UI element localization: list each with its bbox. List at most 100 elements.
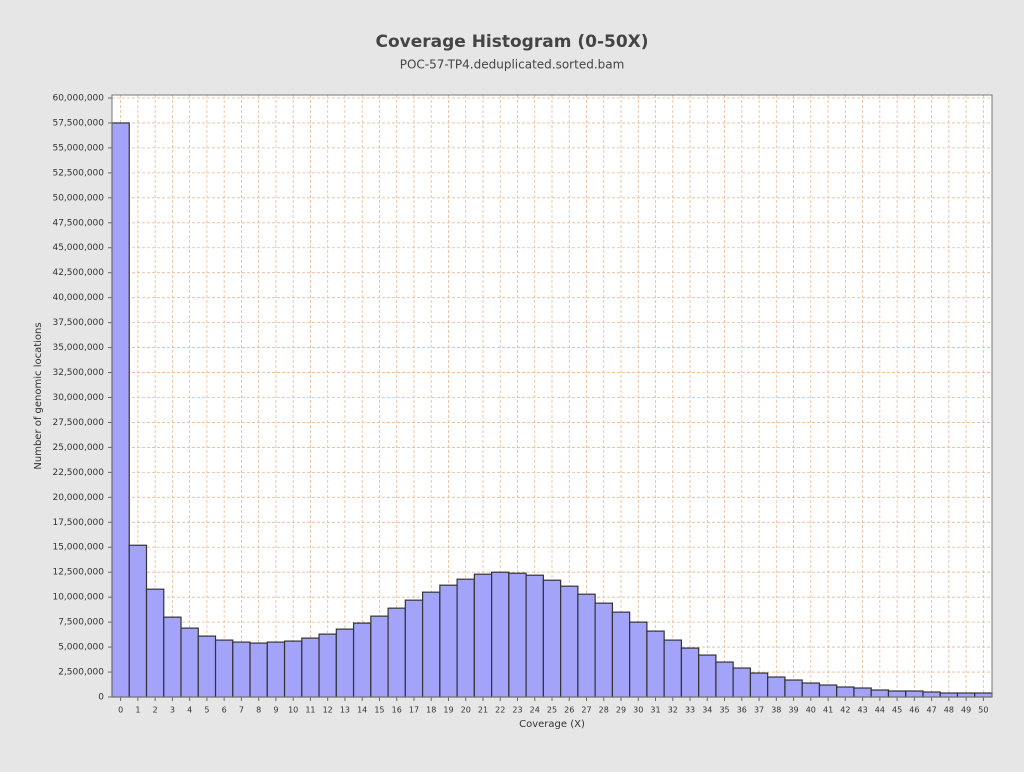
y-tick-label: 17,500,000	[52, 518, 104, 528]
x-tick-label: 41	[823, 706, 833, 715]
bar	[680, 647, 700, 698]
bar	[404, 599, 424, 698]
x-tick-label: 29	[616, 706, 626, 715]
y-tick-label: 52,500,000	[52, 168, 104, 178]
x-tick-label: 7	[239, 706, 244, 715]
x-tick-label: 5	[204, 706, 209, 715]
bar	[577, 593, 596, 698]
y-tick-label: 30,000,000	[52, 393, 104, 403]
bar	[335, 628, 355, 698]
bar	[974, 692, 993, 698]
x-tick-label: 17	[409, 706, 419, 715]
bar	[214, 639, 234, 698]
x-tick-label: 32	[668, 706, 678, 715]
bar	[749, 672, 769, 698]
y-tick-label: 55,000,000	[52, 143, 104, 153]
bar	[266, 641, 286, 698]
x-tick-label: 9	[273, 706, 278, 715]
x-tick-label: 42	[840, 706, 850, 715]
x-tick-label: 27	[581, 706, 591, 715]
x-tick-label: 40	[806, 706, 816, 715]
x-tick-label: 33	[685, 706, 695, 715]
y-tick-label: 57,500,000	[52, 118, 104, 128]
bar	[922, 691, 941, 698]
x-tick-label: 34	[702, 706, 712, 715]
x-tick-label: 4	[187, 706, 192, 715]
y-tick-label: 37,500,000	[52, 318, 104, 328]
y-tick-label: 60,000,000	[52, 93, 104, 103]
x-tick-label: 31	[650, 706, 660, 715]
bar	[249, 642, 268, 698]
bar	[853, 687, 872, 698]
x-tick-label: 19	[443, 706, 453, 715]
bars	[111, 122, 993, 698]
x-tick-label: 25	[547, 706, 557, 715]
bar	[715, 661, 734, 698]
y-tick-label: 7,500,000	[58, 618, 104, 628]
bar	[525, 574, 544, 698]
x-tick-label: 45	[892, 706, 902, 715]
x-tick-label: 30	[633, 706, 643, 715]
bar	[939, 692, 959, 698]
y-tick-label: 40,000,000	[52, 293, 104, 303]
x-tick-label: 36	[737, 706, 747, 715]
x-tick-label: 6	[222, 706, 227, 715]
y-tick-label: 50,000,000	[52, 193, 104, 203]
chart-title: Coverage Histogram (0-50X)	[375, 32, 648, 52]
bar	[629, 621, 648, 698]
x-tick-label: 28	[599, 706, 609, 715]
x-tick-label: 2	[153, 706, 158, 715]
y-tick-label: 27,500,000	[52, 418, 104, 428]
y-axis-label: Number of genomic locations	[33, 322, 44, 469]
y-tick-label: 45,000,000	[52, 243, 104, 253]
x-tick-label: 43	[857, 706, 867, 715]
x-tick-label: 0	[118, 706, 123, 715]
y-tick-label: 22,500,000	[52, 468, 104, 478]
y-tick-label: 42,500,000	[52, 268, 104, 278]
x-tick-label: 15	[374, 706, 384, 715]
y-tick-label: 25,000,000	[52, 443, 104, 453]
bar	[232, 641, 251, 698]
plot-border	[111, 94, 993, 698]
bar	[698, 654, 717, 698]
axes: 02,500,0005,000,0007,500,00010,000,00012…	[52, 93, 993, 715]
bar	[473, 573, 493, 698]
x-tick-label: 1	[135, 706, 140, 715]
x-tick-label: 23	[512, 706, 522, 715]
bar	[197, 635, 217, 698]
bar	[646, 630, 665, 698]
x-tick-label: 20	[461, 706, 471, 715]
x-tick-label: 49	[961, 706, 971, 715]
y-tick-label: 10,000,000	[52, 593, 104, 603]
x-tick-label: 8	[256, 706, 261, 715]
x-tick-label: 35	[719, 706, 729, 715]
x-tick-label: 12	[323, 706, 333, 715]
chart-subtitle: POC-57-TP4.deduplicated.sorted.bam	[400, 58, 625, 72]
x-tick-label: 11	[305, 706, 315, 715]
y-tick-label: 12,500,000	[52, 568, 104, 578]
x-tick-label: 47	[927, 706, 937, 715]
x-tick-label: 13	[340, 706, 350, 715]
bar	[111, 122, 130, 698]
x-tick-label: 26	[564, 706, 574, 715]
y-tick-label: 15,000,000	[52, 543, 104, 553]
x-tick-label: 16	[392, 706, 402, 715]
bar	[542, 579, 562, 698]
x-axis-label: Coverage (X)	[519, 719, 585, 730]
bar	[387, 607, 406, 698]
x-tick-label: 22	[495, 706, 505, 715]
bar	[456, 578, 475, 698]
bar	[508, 572, 527, 698]
bar	[318, 633, 337, 698]
bar	[887, 690, 907, 698]
y-tick-label: 0	[98, 693, 104, 703]
x-tick-label: 10	[288, 706, 298, 715]
bar	[818, 684, 838, 698]
x-tick-label: 24	[530, 706, 540, 715]
bar	[128, 544, 148, 698]
y-tick-label: 35,000,000	[52, 343, 104, 353]
x-tick-label: 48	[944, 706, 954, 715]
x-tick-label: 3	[170, 706, 175, 715]
y-tick-label: 5,000,000	[58, 643, 104, 653]
